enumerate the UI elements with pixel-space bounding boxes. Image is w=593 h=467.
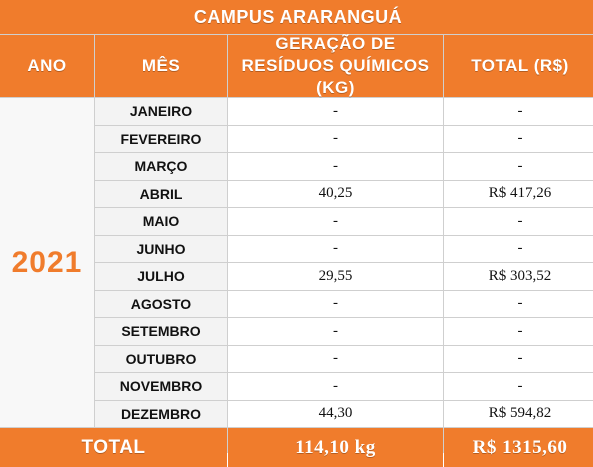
kg-cell: 44,30 bbox=[228, 400, 443, 427]
kg-cell: - bbox=[228, 153, 443, 180]
total-cell: - bbox=[444, 318, 593, 345]
header-mes: MÊS bbox=[95, 35, 227, 97]
total-cell: - bbox=[444, 125, 593, 152]
month-cell: OUTUBRO bbox=[95, 345, 227, 372]
header-geracao: GERAÇÃO DE RESÍDUOS QUÍMICOS (KG) bbox=[228, 34, 443, 97]
total-cell: - bbox=[444, 235, 593, 262]
kg-cell: - bbox=[228, 373, 443, 400]
total-cell: R$ 303,52 bbox=[444, 263, 593, 290]
month-cell: SETEMBRO bbox=[95, 318, 227, 345]
kg-cell: 40,25 bbox=[228, 180, 443, 207]
kg-cell: - bbox=[228, 208, 443, 235]
month-cell: DEZEMBRO bbox=[95, 400, 227, 427]
kg-cell: - bbox=[228, 125, 443, 152]
header-geracao-line2: RESÍDUOS QUÍMICOS (KG) bbox=[241, 56, 430, 97]
kg-cell: - bbox=[228, 235, 443, 262]
month-cell: JANEIRO bbox=[95, 98, 227, 125]
total-cell: R$ 594,82 bbox=[444, 400, 593, 427]
footer-total-kg: 114,10 kg bbox=[228, 428, 443, 467]
year-cell: 2021 bbox=[0, 98, 94, 427]
total-cell: - bbox=[444, 290, 593, 317]
total-cell: - bbox=[444, 153, 593, 180]
total-cell: - bbox=[444, 345, 593, 372]
kg-cell: - bbox=[228, 98, 443, 125]
total-cell: R$ 417,26 bbox=[444, 180, 593, 207]
kg-cell: - bbox=[228, 318, 443, 345]
header-geracao-line1: GERAÇÃO DE bbox=[275, 34, 396, 53]
month-cell: JULHO bbox=[95, 263, 227, 290]
total-cell: - bbox=[444, 373, 593, 400]
table-title: CAMPUS ARARANGUÁ bbox=[0, 0, 593, 34]
header-total: TOTAL (R$) bbox=[444, 35, 593, 97]
month-cell: MAIO bbox=[95, 208, 227, 235]
footer-total-label: TOTAL bbox=[0, 428, 227, 467]
total-cell: - bbox=[444, 208, 593, 235]
total-cell: - bbox=[444, 98, 593, 125]
month-cell: AGOSTO bbox=[95, 290, 227, 317]
month-cell: ABRIL bbox=[95, 180, 227, 207]
kg-cell: - bbox=[228, 290, 443, 317]
footer-total-money: R$ 1315,60 bbox=[444, 428, 593, 467]
month-cell: NOVEMBRO bbox=[95, 373, 227, 400]
month-cell: FEVEREIRO bbox=[95, 125, 227, 152]
month-cell: JUNHO bbox=[95, 235, 227, 262]
header-ano: ANO bbox=[0, 35, 94, 97]
month-cell: MARÇO bbox=[95, 153, 227, 180]
kg-cell: 29,55 bbox=[228, 263, 443, 290]
kg-cell: - bbox=[228, 345, 443, 372]
